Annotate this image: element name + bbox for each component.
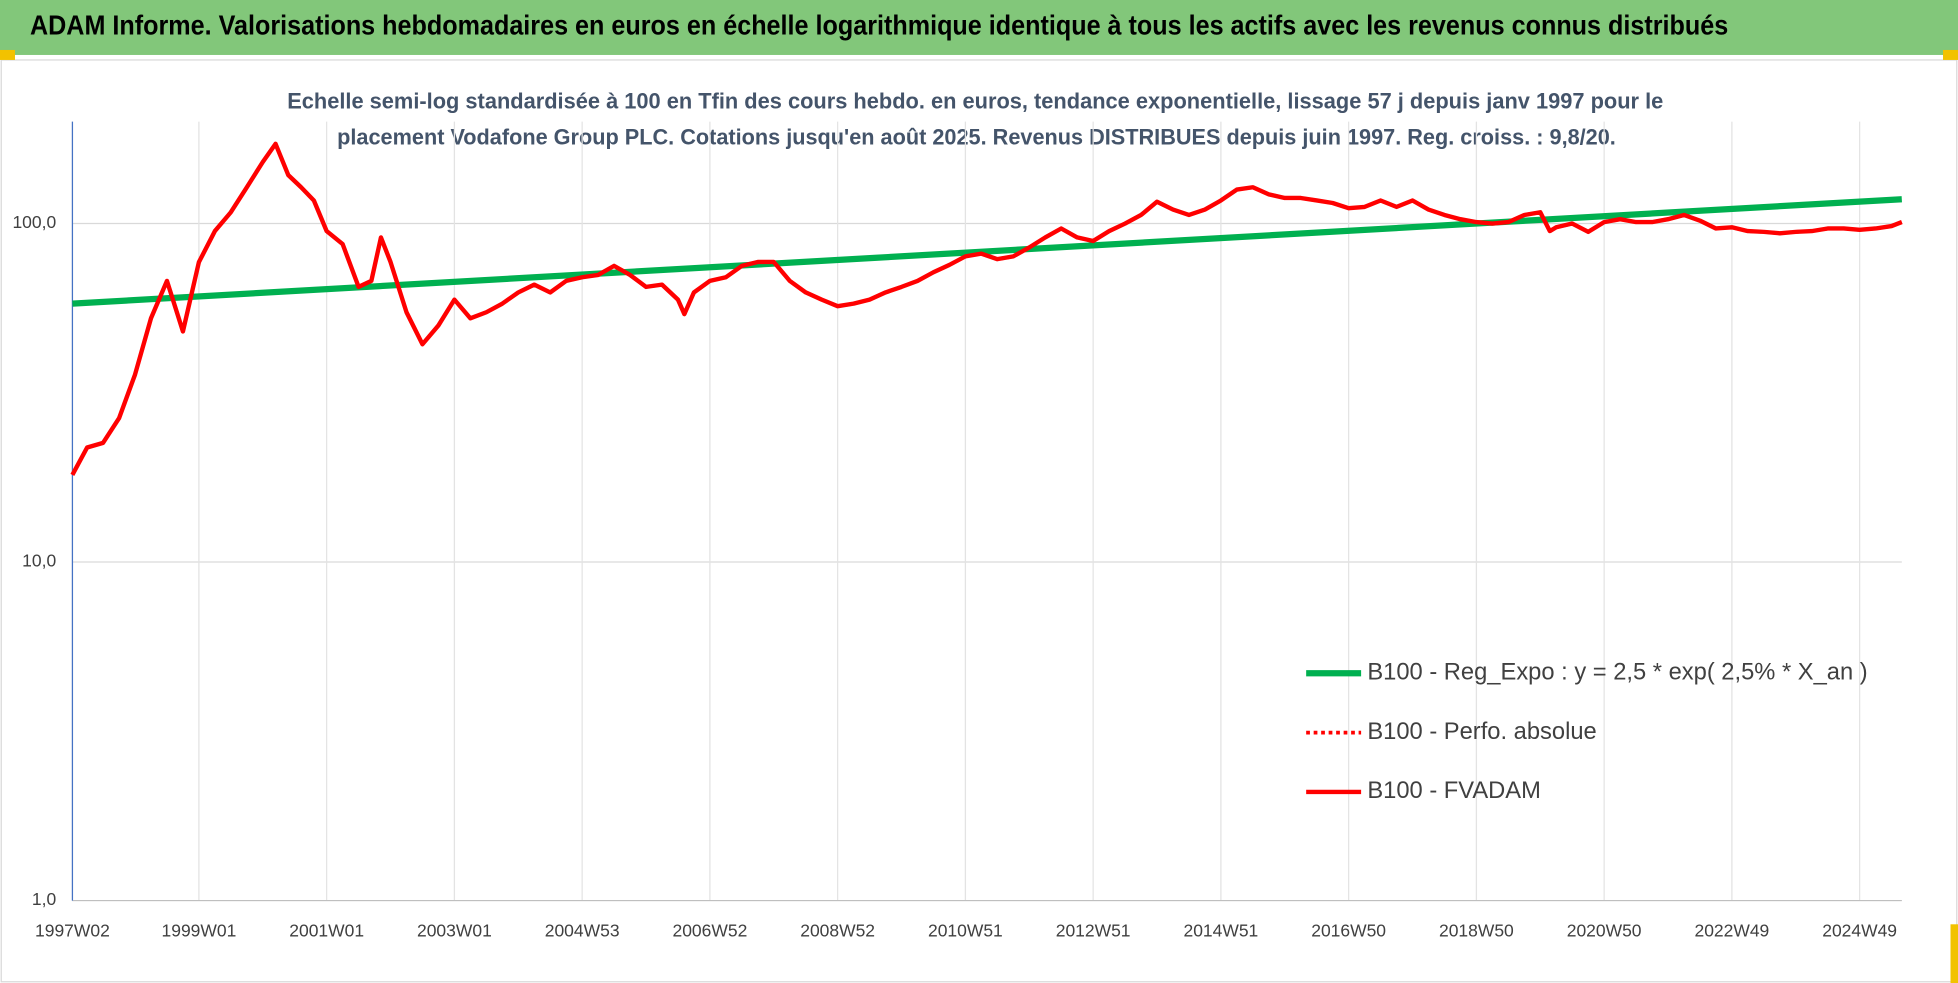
x-tick-label: 1999W01	[162, 920, 237, 940]
x-tick-label: 2018W50	[1439, 920, 1514, 940]
x-tick-label: 2012W51	[1056, 920, 1131, 940]
chart-title: ADAM Informe. Valorisations hebdomadaire…	[30, 10, 1728, 41]
x-tick-label: 2016W50	[1311, 920, 1386, 940]
legend-label: B100 - Perfo. absolue	[1367, 719, 1596, 745]
legend-label: B100 - Reg_Expo : y = 2,5 * exp( 2,5% * …	[1367, 660, 1867, 686]
y-tick-label: 10,0	[22, 551, 56, 571]
x-tick-label: 2003W01	[417, 920, 492, 940]
x-tick-label: 2022W49	[1695, 920, 1770, 940]
corner-mark	[0, 49, 15, 60]
x-tick-label: 2024W49	[1822, 920, 1897, 940]
corner-mark	[1950, 924, 1958, 983]
title-bar	[0, 0, 1958, 55]
chart-subtitle: placement Vodafone Group PLC. Cotations …	[337, 125, 1616, 150]
series-line	[70, 141, 1903, 476]
frame	[0, 59, 1958, 983]
x-tick-label: 2004W53	[545, 920, 620, 940]
x-tick-label: 2010W51	[928, 920, 1003, 940]
x-tick-label: 2006W52	[673, 920, 748, 940]
x-tick-label: 2008W52	[800, 920, 875, 940]
x-tick-label: 1997W02	[35, 920, 110, 940]
x-tick-label: 2020W50	[1567, 920, 1642, 940]
x-tick-label: 2001W01	[289, 920, 364, 940]
y-tick-label: 100,0	[12, 212, 56, 232]
chart-subtitle: Echelle semi-log standardisée à 100 en T…	[287, 88, 1663, 113]
x-tick-label: 2014W51	[1184, 920, 1259, 940]
corner-mark	[1943, 49, 1958, 60]
legend-label: B100 - FVADAM	[1367, 778, 1541, 804]
series-line	[72, 196, 1902, 307]
plot-area: 1,0 10,0 100,0 1997W02 1999W01 2001W01 2003W01…	[12, 121, 1903, 940]
y-tick-label: 1,0	[32, 889, 57, 909]
